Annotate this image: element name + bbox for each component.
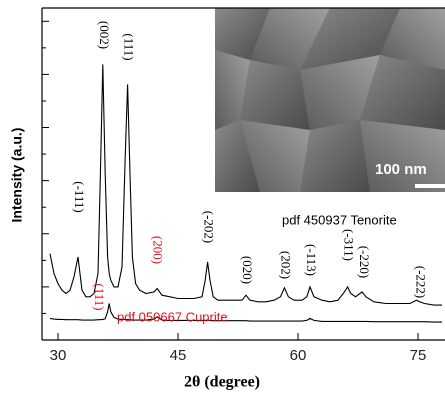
peak-label: (-111) <box>72 181 87 213</box>
peak-label: (020) <box>240 256 255 284</box>
x-tick-label: 60 <box>290 347 307 364</box>
y-axis-label: Intensity (a.u.) <box>9 128 25 223</box>
x-tick-label: 75 <box>410 347 427 364</box>
series-line <box>49 303 442 323</box>
scale-label: 100 nm <box>375 161 427 178</box>
series-label: pdf 450937 Tenorite <box>282 212 397 227</box>
peak-label: (002) <box>97 21 112 49</box>
sem-inset: 100 nm <box>215 8 445 192</box>
series-line <box>49 64 442 306</box>
x-axis-label: 2θ (degree) <box>184 374 260 391</box>
peak-label: (111) <box>92 283 107 310</box>
peak-label: (200) <box>150 236 165 264</box>
x-tick-label: 45 <box>170 347 187 364</box>
peak-label: (-202) <box>202 211 217 244</box>
series-label: pdf 050667 Cuprite <box>117 309 228 324</box>
peak-label: (-113) <box>304 244 319 276</box>
peak-label: (202) <box>278 251 293 279</box>
peak-label: (-311) <box>342 229 357 261</box>
peak-label: (111) <box>122 33 137 60</box>
x-tick-label: 30 <box>50 347 67 364</box>
peak-label: (-222) <box>414 266 429 299</box>
peak-label: (-220) <box>357 246 372 279</box>
